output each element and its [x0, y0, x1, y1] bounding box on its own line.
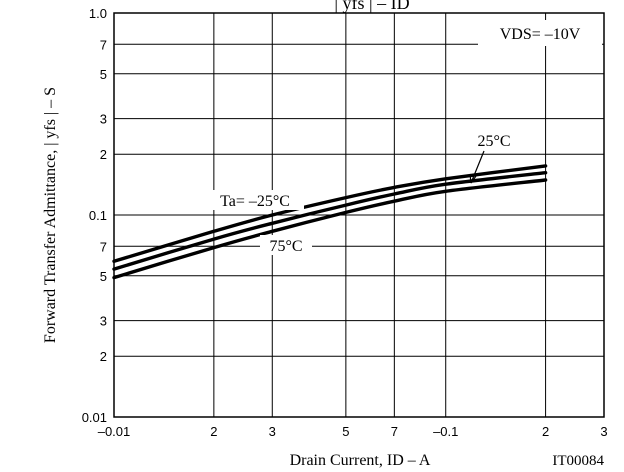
x-axis-label: Drain Current, ID – A — [290, 452, 431, 469]
y-tick-label: 2 — [100, 349, 107, 364]
series-line-0 — [112, 164, 548, 263]
y-axis-label: Forward Transfer Admittance, | yfs | – S — [42, 87, 59, 343]
chart-title: | yfs | – ID — [334, 0, 409, 13]
condition-mask — [478, 20, 602, 46]
series-curves — [112, 164, 548, 280]
y-tick-label: 3 — [100, 112, 107, 127]
y-tick-label: 7 — [100, 37, 107, 52]
x-tick-label: 3 — [600, 424, 607, 439]
x-tick-label: 2 — [542, 424, 549, 439]
condition-label: VDS= –10V — [500, 26, 581, 43]
x-tick-label: 7 — [391, 424, 398, 439]
x-tick-labels: –0.01 2 3 5 7 –0.1 2 3 — [98, 424, 608, 439]
y-tick-label: 2 — [100, 147, 107, 162]
y-tick-label: 0.1 — [89, 208, 107, 223]
x-tick-label: 2 — [210, 424, 217, 439]
series-label-25: 25°C — [477, 133, 510, 150]
y-tick-label: 0.01 — [82, 410, 107, 425]
pointer-25 — [470, 150, 485, 184]
pointer-25-head — [469, 173, 477, 184]
series-line-2 — [112, 178, 548, 280]
series-label-75: 75°C — [269, 238, 302, 255]
y-tick-label: 5 — [100, 269, 107, 284]
figure-code: IT00084 — [552, 453, 604, 469]
x-tick-label: 5 — [342, 424, 349, 439]
x-tick-label: 3 — [269, 424, 276, 439]
label-mask-25 — [466, 130, 522, 150]
gridlines — [113, 12, 605, 418]
series-line-1 — [112, 171, 548, 271]
y-tick-label: 5 — [100, 67, 107, 82]
x-tick-label: –0.1 — [433, 424, 458, 439]
y-tick-label: 3 — [100, 314, 107, 329]
plot-frame — [113, 12, 605, 418]
title-mask — [318, 0, 428, 12]
label-mask-75 — [260, 235, 312, 255]
y-tick-label: 1.0 — [89, 6, 107, 21]
y-tick-labels: 1.0 7 5 3 2 0.1 7 5 3 2 0.01 — [82, 6, 107, 425]
y-tick-label: 7 — [100, 239, 107, 254]
x-tick-label: –0.01 — [98, 424, 131, 439]
series-label-minus25: Ta= –25°C — [220, 193, 290, 210]
series-labels: Ta= –25°C 25°C 75°C — [207, 130, 522, 255]
label-mask-minus25 — [207, 190, 304, 210]
